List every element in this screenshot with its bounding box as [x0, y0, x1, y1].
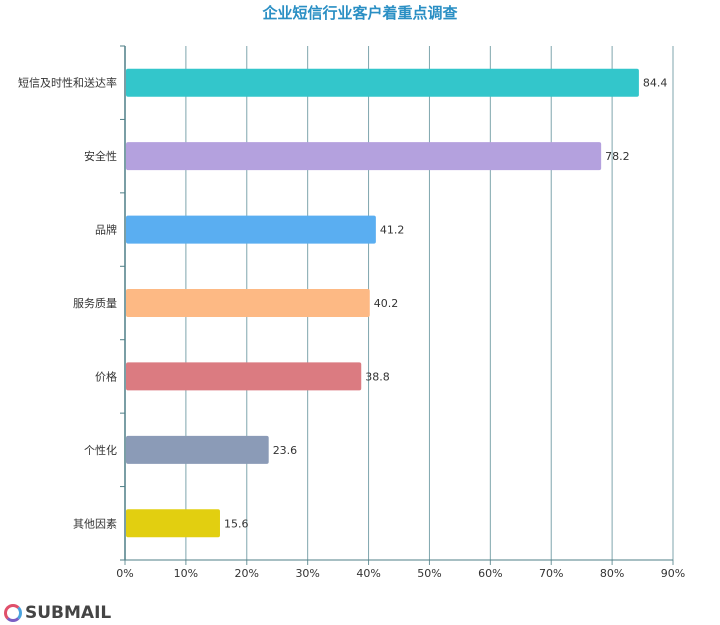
bar	[126, 215, 376, 244]
category-label: 其他因素	[73, 517, 117, 530]
data-label: 78.2	[605, 150, 630, 163]
bar	[126, 289, 370, 317]
submail-logo: SUBMAIL	[4, 603, 111, 623]
logo-text: SUBMAIL	[25, 603, 112, 623]
data-label: 23.6	[273, 444, 298, 457]
category-label: 价格	[95, 369, 117, 383]
category-label: 短信及时性和送达率	[18, 76, 117, 90]
x-tick-label: 30%	[295, 567, 319, 580]
x-tick-label: 20%	[235, 567, 259, 580]
category-label: 个性化	[84, 443, 117, 457]
x-tick-label: 0%	[116, 567, 133, 580]
logo-ring-icon	[4, 604, 22, 622]
x-tick-label: 40%	[356, 567, 380, 580]
x-tick-label: 50%	[417, 567, 441, 580]
bar	[126, 509, 220, 538]
data-label: 84.4	[643, 77, 668, 90]
category-label: 服务质量	[73, 297, 117, 310]
bar	[126, 68, 639, 97]
bar	[126, 435, 269, 464]
x-tick-label: 70%	[539, 567, 563, 580]
data-label: 40.2	[374, 297, 399, 310]
data-label: 41.2	[380, 224, 405, 237]
data-label: 38.8	[365, 370, 390, 383]
bar	[126, 362, 362, 391]
x-tick-label: 80%	[600, 567, 624, 580]
data-label: 15.6	[224, 517, 249, 530]
category-label: 品牌	[95, 223, 117, 237]
category-label: 安全性	[84, 149, 117, 163]
chart-title: 企业短信行业客户着重点调查	[262, 4, 458, 22]
bar-chart: 0% 10% 20% 30% 40% 50% 60% 70% 80% 90% 短信及时性和送达率 84…	[18, 45, 685, 580]
x-tick-label: 90%	[661, 567, 685, 580]
x-tick-label: 10%	[174, 567, 198, 580]
bar	[126, 142, 602, 171]
x-tick-label: 60%	[478, 567, 502, 580]
